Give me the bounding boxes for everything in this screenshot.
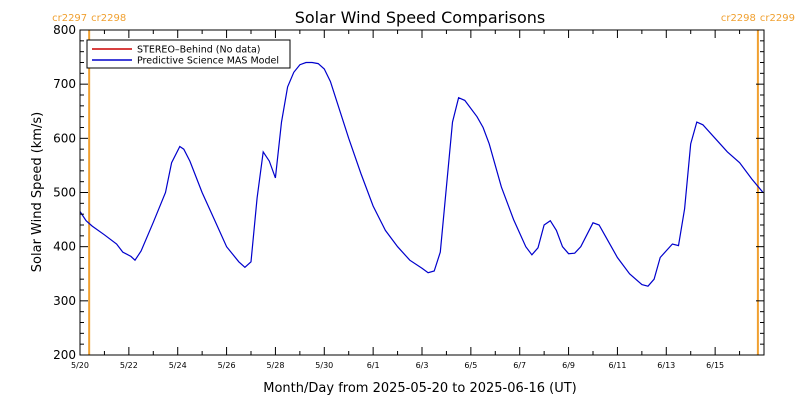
x-tick-label: 6/3 [416, 361, 429, 370]
legend-entry: Predictive Science MAS Model [137, 56, 279, 67]
x-tick-label: 5/22 [120, 361, 138, 370]
x-tick-label: 6/7 [513, 361, 526, 370]
x-tick-label: 6/11 [608, 361, 626, 370]
x-tick-label: 6/9 [562, 361, 575, 370]
carrington-label-right: cr2299 [760, 13, 795, 24]
x-tick-label: 5/24 [169, 361, 187, 370]
x-tick-label: 5/28 [266, 361, 284, 370]
legend-entry: STEREO–Behind (No data) [137, 45, 261, 56]
y-tick-label: 200 [53, 348, 76, 362]
y-tick-label: 800 [53, 23, 76, 37]
x-tick-label: 6/5 [464, 361, 477, 370]
x-tick-label: 5/20 [71, 361, 89, 370]
x-tick-label: 6/13 [657, 361, 675, 370]
plot-frame [79, 29, 765, 356]
y-axis-label: Solar Wind Speed (km/s) [30, 112, 45, 272]
y-tick-label: 500 [53, 186, 76, 200]
legend-box [86, 39, 291, 69]
x-tick-label: 6/1 [367, 361, 380, 370]
y-tick-label: 300 [53, 294, 76, 308]
carrington-label-right: cr2298 [91, 13, 126, 24]
x-tick-label: 6/15 [706, 361, 724, 370]
chart-title: Solar Wind Speed Comparisons [295, 8, 546, 27]
x-tick-label: 5/26 [218, 361, 236, 370]
carrington-label-left: cr2298 [721, 13, 756, 24]
y-tick-label: 600 [53, 131, 76, 145]
y-tick-label: 400 [53, 240, 76, 254]
x-axis-label: Month/Day from 2025-05-20 to 2025-06-16 … [263, 381, 576, 396]
y-tick-label: 700 [53, 77, 76, 91]
series-line-mas-model [79, 61, 764, 287]
x-tick-label: 5/30 [315, 361, 333, 370]
carrington-label-left: cr2297 [52, 13, 87, 24]
